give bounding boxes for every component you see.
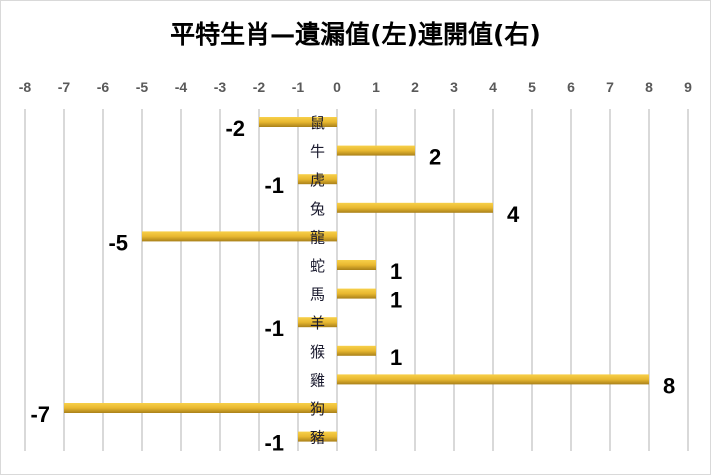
x-tick-label: 1 bbox=[372, 79, 380, 95]
chart-title: 平特生肖—遺漏值(左)連開值(右) bbox=[170, 20, 541, 49]
category-label: 狗 bbox=[310, 400, 325, 418]
bar-狗 bbox=[64, 403, 337, 413]
bar-羊 bbox=[298, 317, 337, 328]
data-label: -2 bbox=[225, 116, 245, 141]
data-label: -5 bbox=[108, 230, 128, 255]
data-label: -7 bbox=[30, 402, 50, 427]
data-label: 8 bbox=[663, 373, 675, 398]
data-label: 2 bbox=[429, 145, 441, 170]
data-label: -1 bbox=[264, 316, 284, 341]
x-tick-label: 4 bbox=[489, 79, 497, 95]
category-label: 兔 bbox=[310, 200, 325, 218]
category-label: 馬 bbox=[310, 286, 325, 304]
x-tick-label: 8 bbox=[645, 79, 653, 95]
category-label: 豬 bbox=[310, 429, 325, 447]
x-tick-label: 0 bbox=[333, 79, 341, 95]
x-tick-label: -4 bbox=[175, 79, 188, 95]
x-tick-label: -1 bbox=[292, 79, 305, 95]
bar-兔 bbox=[337, 202, 493, 213]
category-label: 蛇 bbox=[310, 257, 325, 275]
x-tick-label: 3 bbox=[450, 79, 458, 95]
x-tick-label: -6 bbox=[97, 79, 110, 95]
x-tick-label: -2 bbox=[253, 79, 266, 95]
bar-鼠 bbox=[259, 117, 337, 127]
x-tick-label: -8 bbox=[19, 79, 32, 95]
bar-馬 bbox=[337, 288, 376, 299]
x-tick-label: 2 bbox=[411, 79, 419, 95]
category-label: 猴 bbox=[310, 343, 325, 361]
category-label: 雞 bbox=[310, 371, 325, 389]
bar-蛇 bbox=[337, 260, 376, 270]
x-tick-label: 5 bbox=[528, 79, 536, 95]
category-label: 鼠 bbox=[310, 114, 325, 132]
data-label: 1 bbox=[390, 345, 402, 370]
x-tick-label: -5 bbox=[136, 79, 149, 95]
x-tick-label: 6 bbox=[567, 79, 575, 95]
data-label: 1 bbox=[390, 288, 402, 313]
category-label: 虎 bbox=[310, 171, 325, 189]
x-tick-label: -7 bbox=[58, 79, 71, 95]
data-label: -1 bbox=[264, 431, 284, 456]
bar-牛 bbox=[337, 145, 415, 156]
bar-豬 bbox=[298, 431, 337, 442]
bar-龍 bbox=[142, 231, 337, 242]
bar-虎 bbox=[298, 174, 337, 185]
category-label: 羊 bbox=[310, 314, 325, 332]
category-label: 牛 bbox=[310, 143, 325, 161]
x-tick-label: 9 bbox=[684, 79, 692, 95]
data-label: -1 bbox=[264, 173, 284, 198]
category-label: 龍 bbox=[310, 228, 325, 246]
x-tick-label: -3 bbox=[214, 79, 227, 95]
bar-猴 bbox=[337, 345, 376, 356]
data-label: 1 bbox=[390, 259, 402, 284]
data-label: 4 bbox=[507, 202, 520, 227]
bar-雞 bbox=[337, 374, 649, 385]
x-tick-label: 7 bbox=[606, 79, 614, 95]
